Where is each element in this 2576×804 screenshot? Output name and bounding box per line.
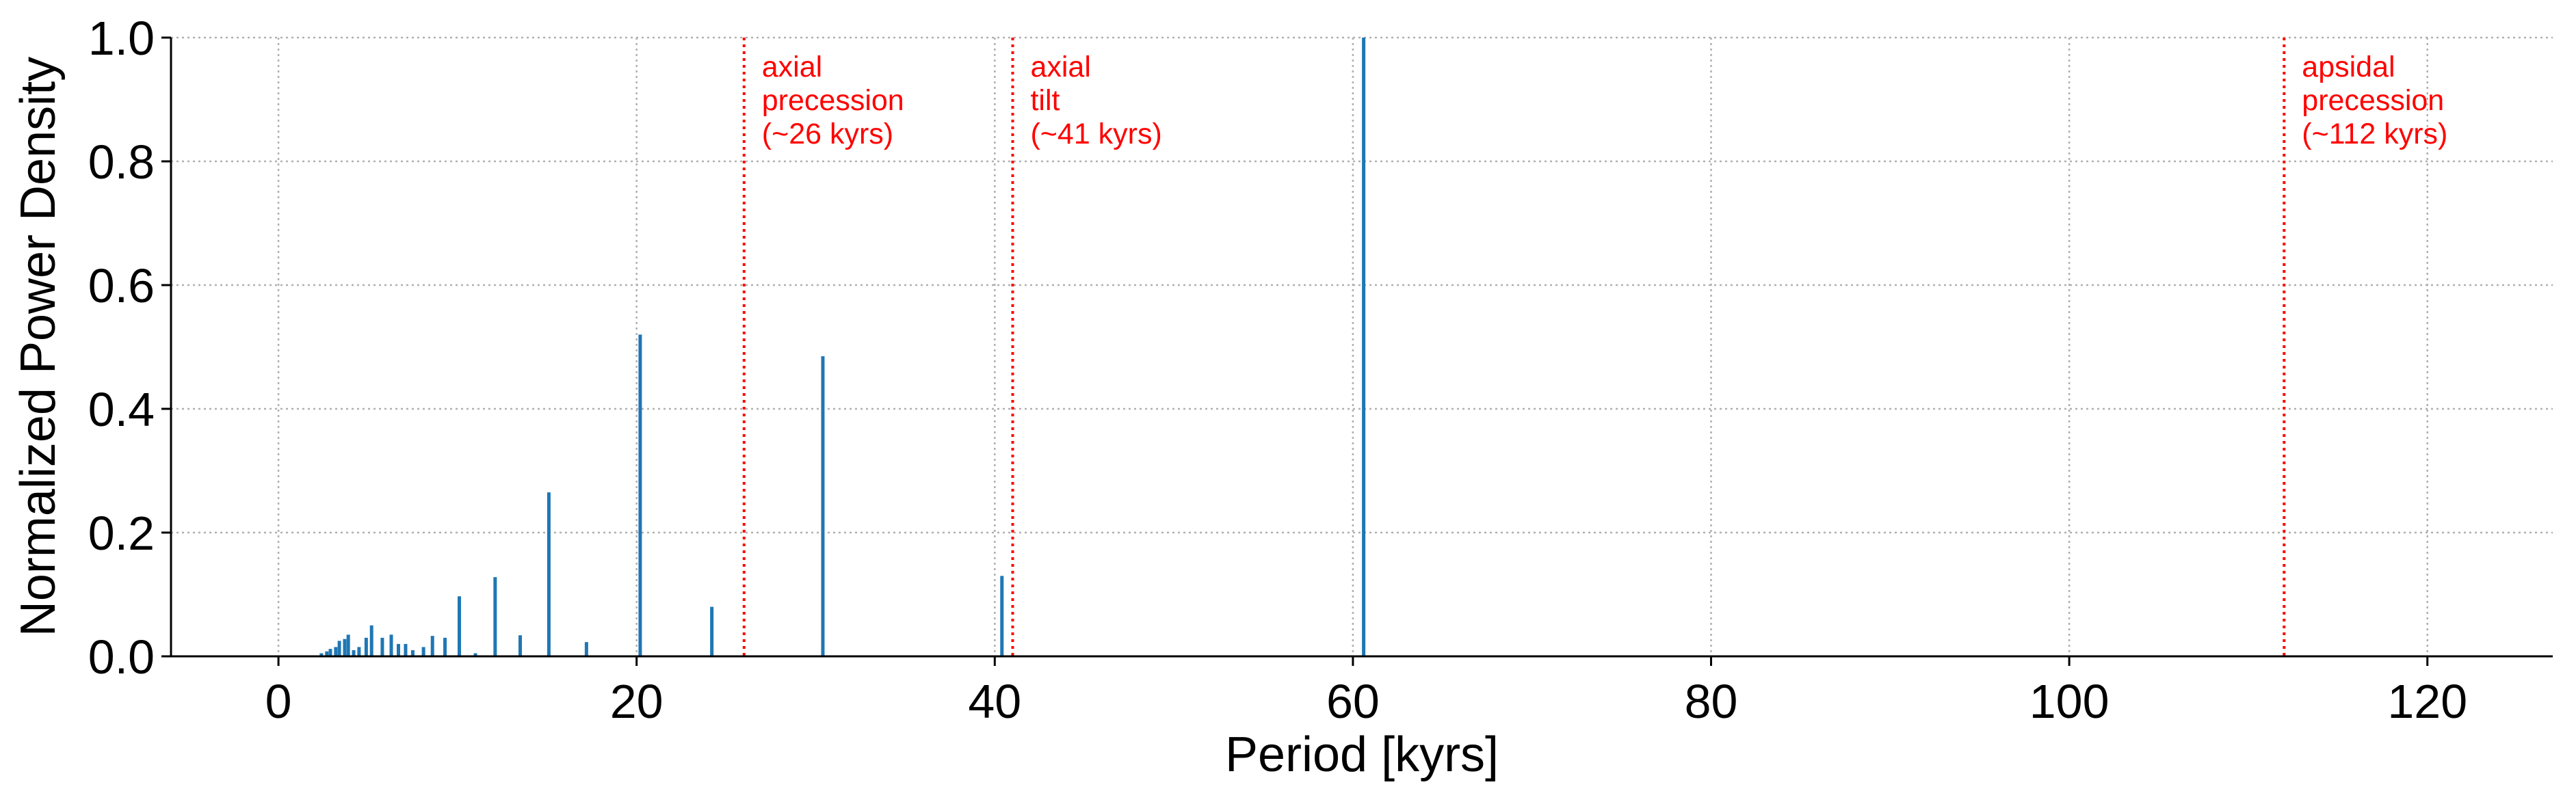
bar xyxy=(389,634,393,656)
annotation: (~112 kyrs) xyxy=(2302,118,2447,150)
bar xyxy=(638,334,642,656)
bar xyxy=(493,577,497,656)
bar xyxy=(404,643,408,656)
y-tick-label: 0.2 xyxy=(88,507,155,560)
bar xyxy=(369,625,373,656)
bar xyxy=(584,642,588,656)
bar xyxy=(325,651,329,656)
y-axis-label: Normalized Power Density xyxy=(11,57,66,636)
y-tick-label: 0.0 xyxy=(88,630,155,684)
annotation: axial xyxy=(762,51,822,83)
bar xyxy=(380,637,384,656)
bar xyxy=(821,356,825,656)
annotation: precession xyxy=(762,84,904,117)
x-tick-label: 60 xyxy=(1326,675,1380,728)
annotation: precession xyxy=(2302,84,2444,117)
bar xyxy=(346,634,350,656)
annotation: tilt xyxy=(1030,84,1060,117)
x-tick-label: 20 xyxy=(610,675,663,728)
bar xyxy=(337,641,341,656)
x-tick-label: 80 xyxy=(1685,675,1738,728)
bar xyxy=(328,649,332,656)
bar xyxy=(473,653,477,656)
bar xyxy=(319,653,324,656)
bar xyxy=(443,637,447,656)
bar xyxy=(352,649,356,656)
annotation: axial xyxy=(1030,51,1090,83)
bar xyxy=(357,647,361,656)
y-tick-label: 0.8 xyxy=(88,135,155,189)
bar xyxy=(1000,576,1004,656)
bar xyxy=(518,635,523,656)
bar xyxy=(458,596,462,656)
y-tick-label: 1.0 xyxy=(88,12,155,65)
x-tick-label: 120 xyxy=(2387,675,2467,728)
bar xyxy=(410,649,415,656)
annotation: apsidal xyxy=(2302,51,2395,83)
bar xyxy=(710,606,714,656)
bar xyxy=(421,647,425,656)
x-tick-label: 0 xyxy=(265,675,292,728)
bar xyxy=(1362,38,1366,656)
annotation: (~41 kyrs) xyxy=(1030,118,1161,150)
bar xyxy=(547,492,551,656)
x-tick-label: 40 xyxy=(968,675,1021,728)
x-axis-label: Period [kyrs] xyxy=(1225,727,1499,782)
bar xyxy=(343,639,347,656)
bar xyxy=(396,643,400,656)
bar xyxy=(334,647,338,656)
annotation: (~26 kyrs) xyxy=(762,118,893,150)
bar xyxy=(364,637,368,656)
y-tick-label: 0.4 xyxy=(88,383,155,436)
bar xyxy=(430,636,434,656)
x-tick-label: 100 xyxy=(2029,675,2110,728)
y-tick-label: 0.6 xyxy=(88,259,155,312)
